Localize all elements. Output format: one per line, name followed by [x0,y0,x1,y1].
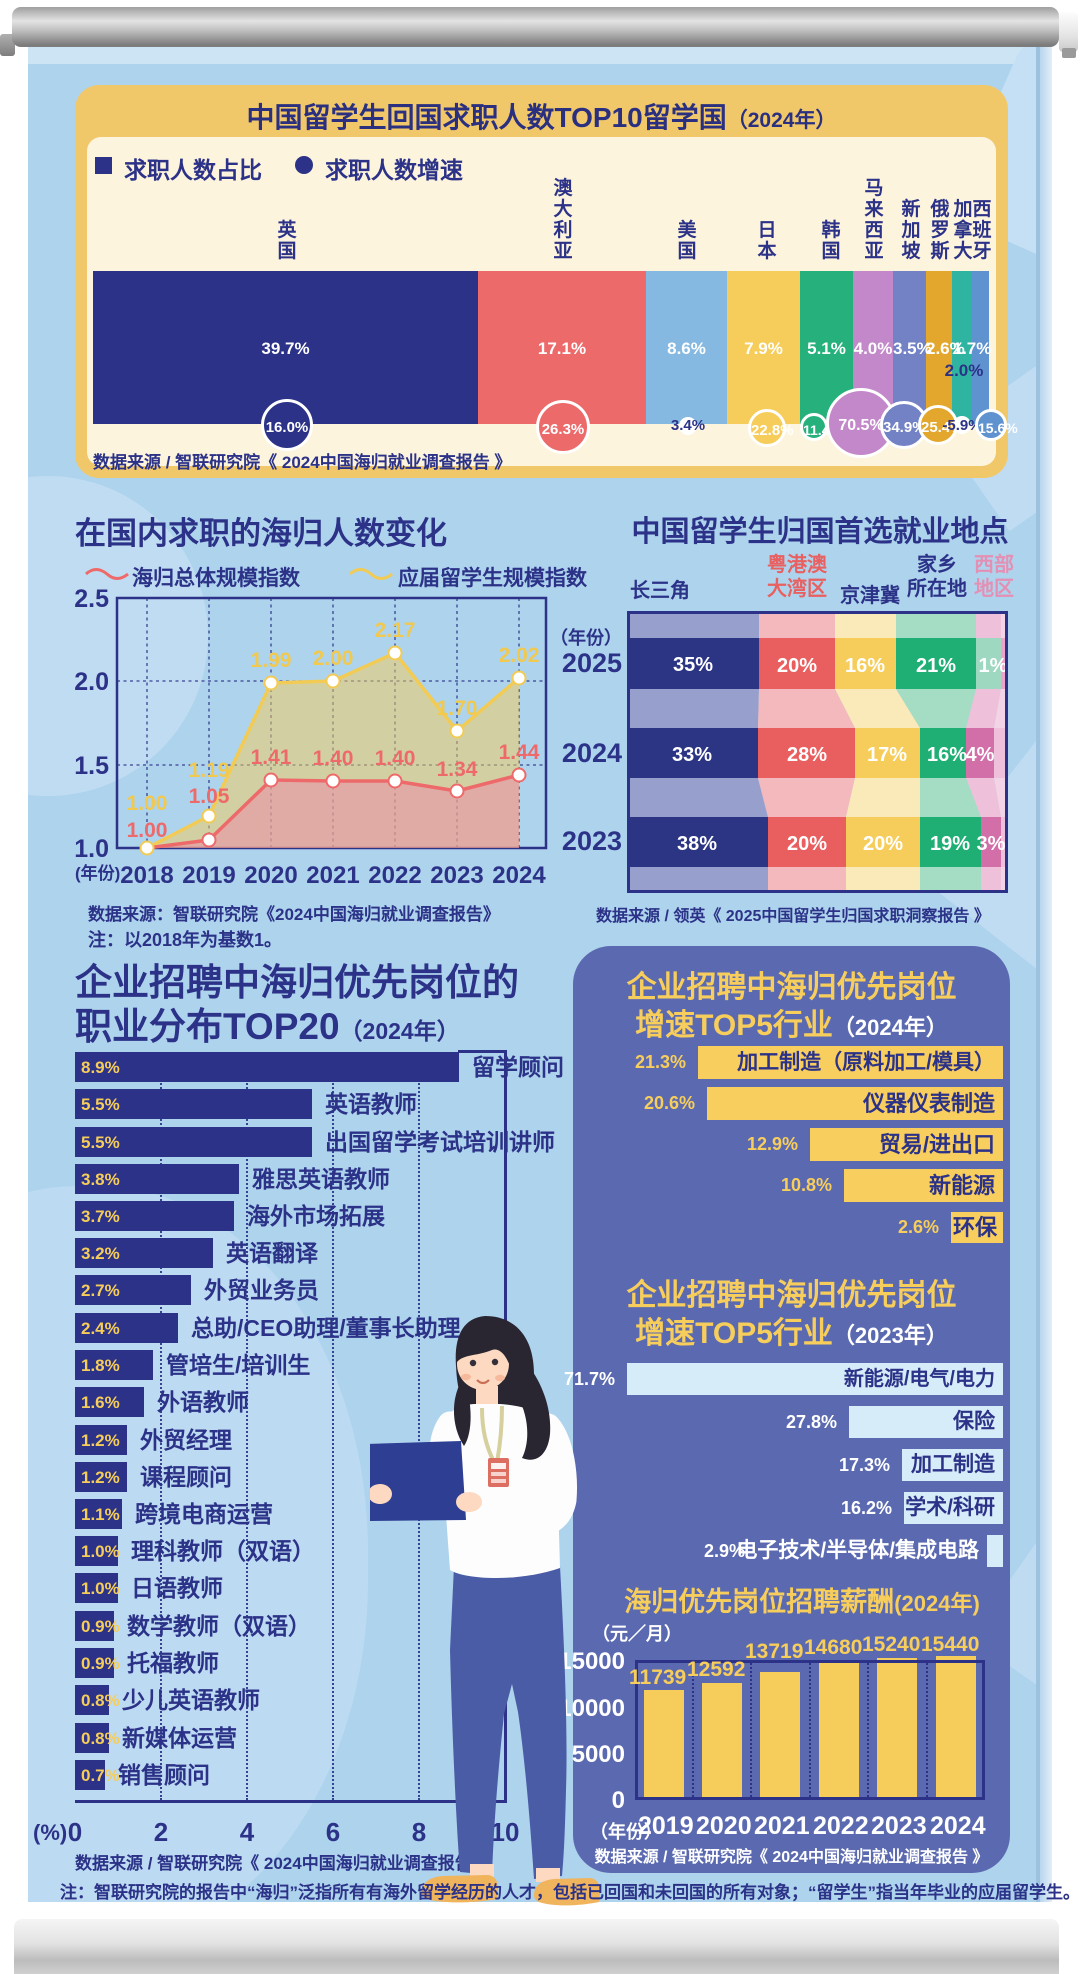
svg-text:1.34: 1.34 [437,758,478,781]
svg-text:1.99: 1.99 [251,649,292,672]
svg-text:17%: 17% [867,744,907,766]
svg-text:20%: 20% [863,833,903,855]
svg-text:2.17: 2.17 [375,619,416,642]
svg-text:20%: 20% [787,833,827,855]
svg-text:1.19: 1.19 [189,759,230,782]
svg-text:1.40: 1.40 [375,747,416,770]
svg-text:1.44: 1.44 [499,741,540,764]
svg-text:16%: 16% [845,655,885,677]
svg-text:1.00: 1.00 [127,792,168,815]
svg-text:2.5: 2.5 [75,585,109,613]
svg-text:35%: 35% [673,654,713,676]
svg-text:2021: 2021 [306,862,359,889]
svg-text:2.0: 2.0 [75,668,109,696]
svg-text:1.41: 1.41 [251,746,292,769]
svg-text:28%: 28% [787,744,827,766]
svg-text:1.5: 1.5 [75,752,109,780]
svg-text:19%: 19% [930,833,970,855]
svg-text:2.00: 2.00 [313,647,354,670]
svg-text:1.40: 1.40 [313,747,354,770]
svg-text:2020: 2020 [244,862,297,889]
svg-text:1.0: 1.0 [75,835,109,863]
svg-text:33%: 33% [672,744,712,766]
svg-text:(年份): (年份) [75,863,120,883]
svg-text:1.05: 1.05 [189,785,230,808]
svg-text:2018: 2018 [120,862,173,889]
svg-text:3%: 3% [977,833,1006,855]
svg-text:4%: 4% [966,744,995,766]
svg-text:1%: 1% [979,655,1008,677]
svg-text:2024: 2024 [492,862,546,889]
svg-text:21%: 21% [916,655,956,677]
svg-text:2022: 2022 [368,862,421,889]
svg-text:2019: 2019 [182,862,235,889]
svg-text:2.02: 2.02 [499,644,540,667]
svg-text:20%: 20% [777,655,817,677]
svg-text:2023: 2023 [430,862,483,889]
svg-text:38%: 38% [677,833,717,855]
svg-text:1.70: 1.70 [437,697,478,720]
svg-text:1.00: 1.00 [127,819,168,842]
svg-text:16%: 16% [927,744,967,766]
